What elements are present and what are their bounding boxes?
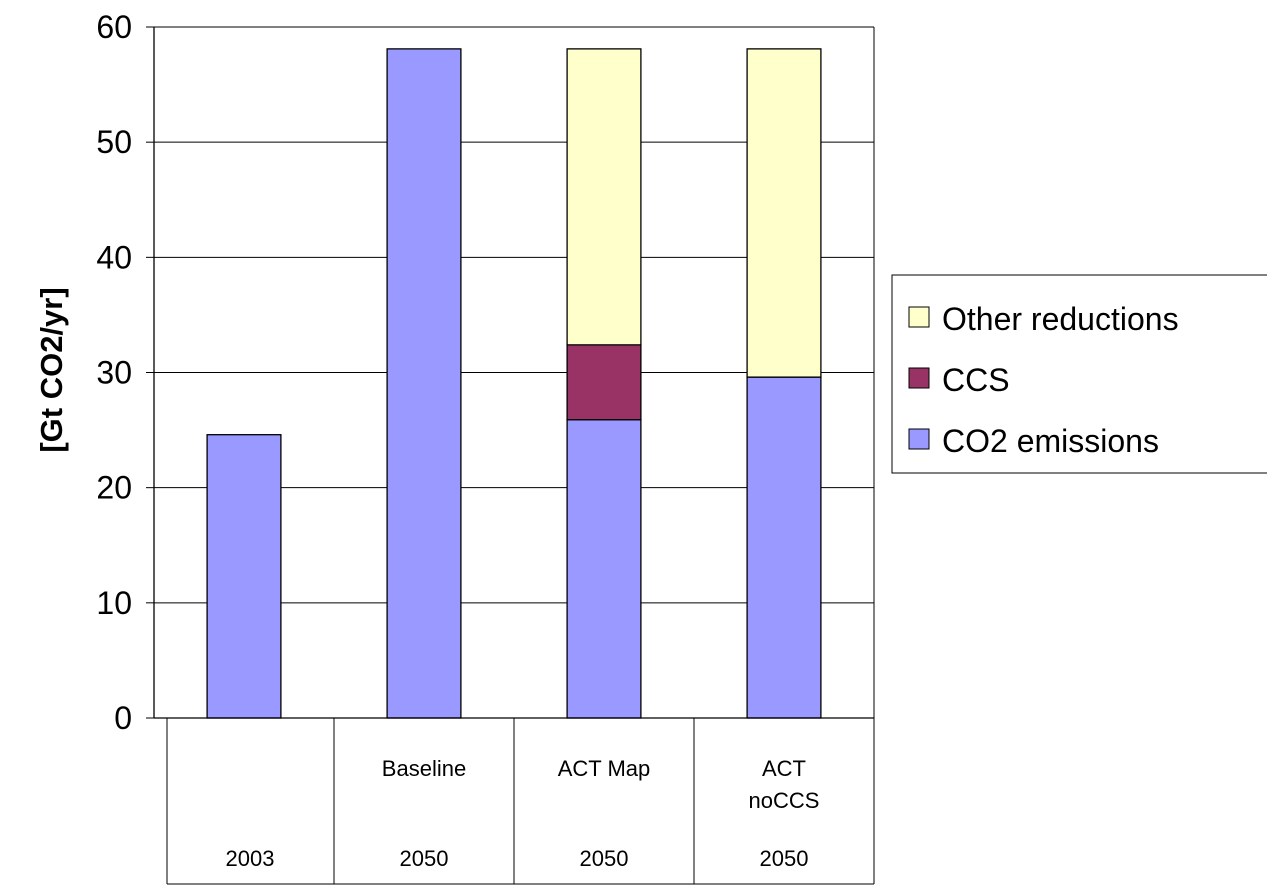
y-tick-label: 20: [96, 470, 132, 506]
y-tick-label: 0: [114, 700, 132, 736]
y-tick-label: 10: [96, 585, 132, 621]
y-tick-label: 50: [96, 124, 132, 160]
y-tick-label: 60: [96, 9, 132, 45]
category-label: ACT: [762, 756, 806, 781]
bars: [206, 48, 822, 719]
bar-segment: [566, 48, 642, 346]
y-axis-label: [Gt CO2/yr]: [34, 287, 69, 452]
bar-segment: [566, 419, 642, 719]
category-group-label: 2050: [580, 846, 629, 871]
legend-label: Other reductions: [942, 301, 1179, 337]
legend-swatch: [908, 367, 930, 389]
y-tick-label: 30: [96, 355, 132, 391]
category-table: 2003 Baseline 2050 ACT Map 2050 ACT noCCS 2050: [166, 718, 875, 885]
category-label: Baseline: [382, 756, 466, 781]
bar-segment: [746, 376, 822, 719]
category-group-label: 2050: [760, 846, 809, 871]
legend-swatch: [908, 428, 930, 450]
bar-segment: [566, 344, 642, 421]
category-label: noCCS: [749, 788, 820, 813]
category-group-label: 2050: [400, 846, 449, 871]
bar-segment: [746, 48, 822, 378]
legend-box: [891, 274, 1267, 474]
category-label: ACT Map: [558, 756, 651, 781]
legend: Other reductions CCS CO2 emissions: [891, 274, 1267, 474]
category-group-label: 2003: [226, 846, 275, 871]
legend-label: CCS: [942, 362, 1010, 398]
legend-swatch: [908, 306, 930, 328]
bar-segment: [386, 48, 462, 719]
bar-segment: [206, 434, 282, 719]
legend-label: CO2 emissions: [942, 423, 1159, 459]
y-tick-labels: 0 10 20 30 40 50 60: [96, 9, 132, 736]
y-tick-label: 40: [96, 239, 132, 275]
